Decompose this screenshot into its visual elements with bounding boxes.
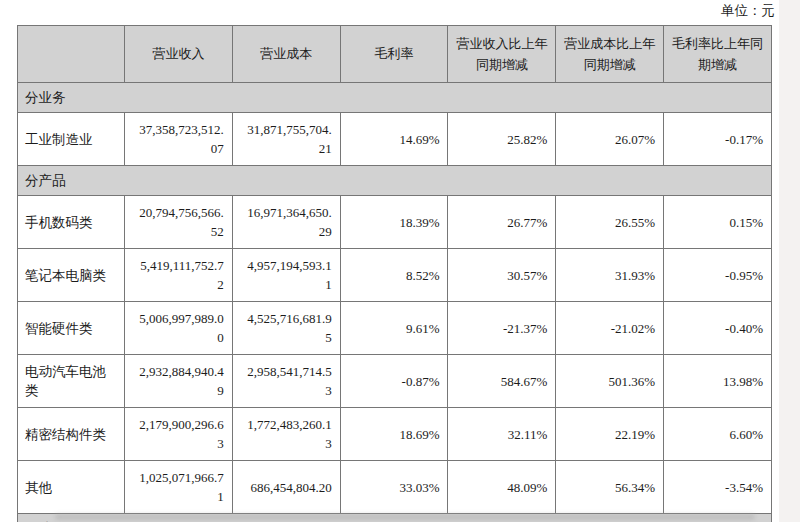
cell-margin: 14.69% [340,113,448,166]
cell-revenue: 2,179,900,296.63 [125,408,233,461]
cell-cost: 4,525,716,681.95 [232,302,340,355]
cell-cost: 4,957,194,593.11 [232,249,340,302]
column-header-2: 营业成本 [232,26,340,83]
cell-cost: 1,772,483,260.13 [232,408,340,461]
section-title: 分产品 [18,166,772,196]
table-body: 分业务工业制造业37,358,723,512.0731,871,755,704.… [18,83,772,522]
cell-revenue: 1,025,071,966.71 [125,461,233,514]
page-edge-strip [779,0,800,522]
table-row: 其他1,025,071,966.71686,454,804.2033.03%48… [18,461,772,514]
cell-margin_yoy: -0.40% [664,302,772,355]
section-title: 分业务 [18,83,772,113]
cell-cost_yoy: 56.34% [556,461,664,514]
table-row: 手机数码类20,794,756,566.5216,971,364,650.291… [18,196,772,249]
cell-margin_yoy: 13.98% [664,355,772,408]
cell-cost_yoy: 31.93% [556,249,664,302]
table-header: 营业收入营业成本毛利率营业收入比上年同期增减营业成本比上年同期增减毛利率比上年同… [18,26,772,83]
document-page: 单位：元 营业收入营业成本毛利率营业收入比上年同期增减营业成本比上年同期增减毛利… [0,0,800,522]
cell-margin: 18.69% [340,408,448,461]
cell-revenue_yoy: -21.37% [448,302,556,355]
cell-revenue: 37,358,723,512.07 [125,113,233,166]
row-label: 笔记本电脑类 [18,249,125,302]
cell-margin: 9.61% [340,302,448,355]
column-header-3: 毛利率 [340,26,448,83]
table-row: 精密结构件类2,179,900,296.631,772,483,260.1318… [18,408,772,461]
row-label: 手机数码类 [18,196,125,249]
column-header-6: 毛利率比上年同期增减 [664,26,772,83]
cell-cost: 2,958,541,714.53 [232,355,340,408]
cell-cost: 16,971,364,650.29 [232,196,340,249]
column-header-5: 营业成本比上年同期增减 [556,26,664,83]
row-label: 精密结构件类 [18,408,125,461]
cell-margin: 18.39% [340,196,448,249]
cell-revenue: 5,419,111,752.72 [125,249,233,302]
cell-cost_yoy: -21.02% [556,302,664,355]
cell-margin: 33.03% [340,461,448,514]
cell-cost_yoy: 501.36% [556,355,664,408]
cell-revenue: 20,794,756,566.52 [125,196,233,249]
cell-margin_yoy: -0.17% [664,113,772,166]
cell-margin_yoy: -0.95% [664,249,772,302]
cell-revenue_yoy: 584.67% [448,355,556,408]
row-label: 电动汽车电池类 [18,355,125,408]
row-label: 工业制造业 [18,113,125,166]
unit-label: 单位：元 [17,2,775,19]
cell-revenue_yoy: 25.82% [448,113,556,166]
table-row: 电动汽车电池类2,932,884,940.492,958,541,714.53-… [18,355,772,408]
cell-cost: 686,454,804.20 [232,461,340,514]
section-row: 分产品 [18,166,772,196]
table-row: 笔记本电脑类5,419,111,752.724,957,194,593.118.… [18,249,772,302]
column-header-4: 营业收入比上年同期增减 [448,26,556,83]
cutoff-next-row-blur [55,514,755,520]
row-label: 其他 [18,461,125,514]
table-row: 工业制造业37,358,723,512.0731,871,755,704.211… [18,113,772,166]
cell-cost_yoy: 26.55% [556,196,664,249]
cell-margin: -0.87% [340,355,448,408]
cell-margin_yoy: -3.54% [664,461,772,514]
row-label: 智能硬件类 [18,302,125,355]
cell-revenue_yoy: 48.09% [448,461,556,514]
cell-cost_yoy: 22.19% [556,408,664,461]
cell-revenue: 2,932,884,940.49 [125,355,233,408]
cell-revenue_yoy: 32.11% [448,408,556,461]
cell-margin_yoy: 6.60% [664,408,772,461]
cell-cost: 31,871,755,704.21 [232,113,340,166]
corner-cell [18,26,125,83]
cell-margin: 8.52% [340,249,448,302]
financial-breakdown-table: 营业收入营业成本毛利率营业收入比上年同期增减营业成本比上年同期增减毛利率比上年同… [17,25,772,522]
table-row: 智能硬件类5,006,997,989.004,525,716,681.959.6… [18,302,772,355]
cell-revenue_yoy: 30.57% [448,249,556,302]
cell-margin_yoy: 0.15% [664,196,772,249]
header-row: 营业收入营业成本毛利率营业收入比上年同期增减营业成本比上年同期增减毛利率比上年同… [18,26,772,83]
section-row: 分业务 [18,83,772,113]
cell-revenue: 5,006,997,989.00 [125,302,233,355]
column-header-1: 营业收入 [125,26,233,83]
cell-revenue_yoy: 26.77% [448,196,556,249]
cell-cost_yoy: 26.07% [556,113,664,166]
